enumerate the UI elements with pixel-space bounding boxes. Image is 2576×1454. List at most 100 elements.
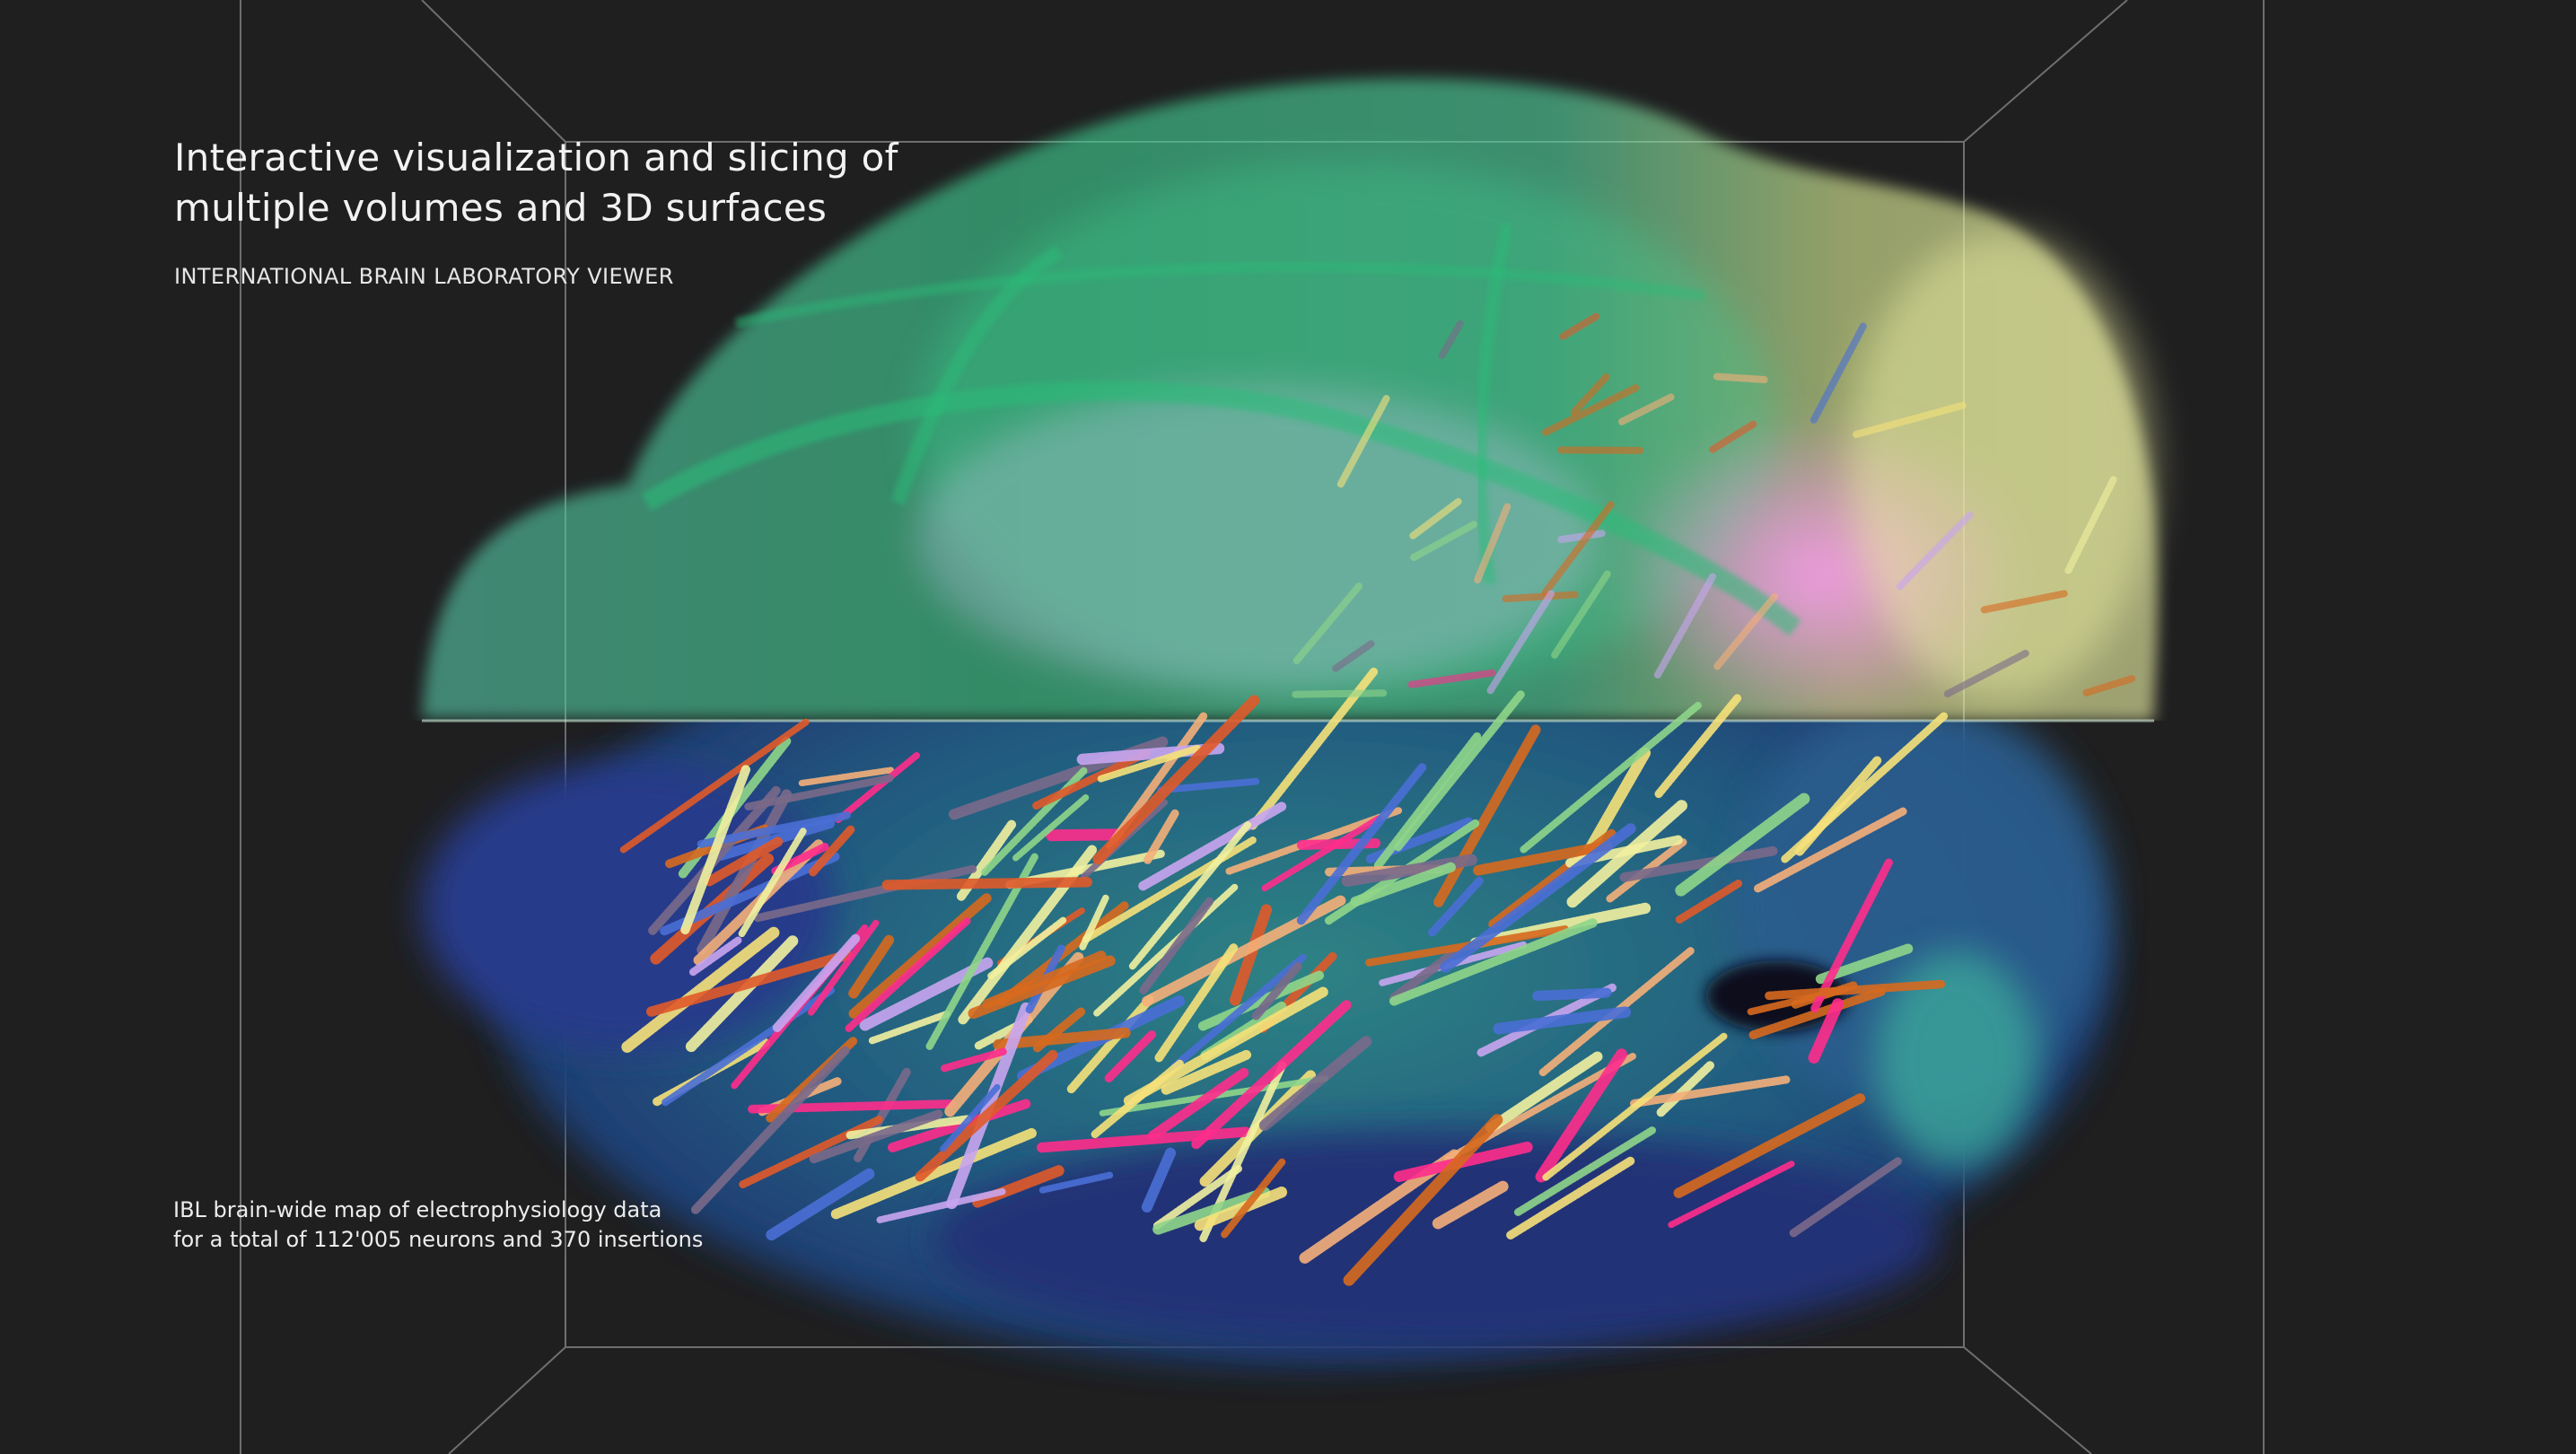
upper-brain-volume <box>422 78 2159 721</box>
probe-track <box>1373 731 1482 870</box>
probe-track <box>1675 879 1743 924</box>
probe-track <box>662 985 837 1107</box>
probe-track <box>766 1167 876 1241</box>
probe-track <box>1808 998 1844 1064</box>
probe-track <box>968 954 1117 1020</box>
probe-track <box>1394 689 1526 852</box>
probe-track <box>1570 372 1610 416</box>
probe-track <box>1161 1049 1252 1095</box>
probe-track <box>1123 985 1330 1107</box>
probe-track <box>1221 1157 1287 1239</box>
probe-track <box>1673 1092 1867 1198</box>
probe-track <box>1296 763 1427 925</box>
probe-track <box>1389 944 1464 1003</box>
probe-track <box>1154 943 1239 1063</box>
probe-track <box>915 1049 1058 1182</box>
probe-track <box>876 1187 1006 1223</box>
probe-track <box>1170 953 1308 1071</box>
probe-track <box>848 934 895 999</box>
probe-track <box>744 774 894 811</box>
probe-track <box>697 811 851 848</box>
probe-track <box>1410 521 1477 562</box>
probe-track <box>1092 694 1261 865</box>
probe-track <box>1258 1036 1372 1131</box>
probe-track <box>619 718 810 854</box>
probe-track <box>1853 401 1968 438</box>
probe-track <box>697 789 793 955</box>
probe-track <box>1542 384 1640 436</box>
probe-track <box>808 918 881 1016</box>
probe-track <box>809 1109 943 1164</box>
probe-track <box>881 877 1093 890</box>
caption-line-1: IBL brain-wide map of electrophysiology … <box>173 1197 662 1222</box>
probe-track <box>1148 1067 1249 1141</box>
probe-track <box>940 1083 1001 1152</box>
probe-track <box>1713 372 1770 384</box>
probe-track <box>1433 724 1541 907</box>
probe-track <box>925 853 1038 1050</box>
probe-track <box>753 864 977 923</box>
probe-track <box>1261 815 1382 892</box>
probe-track <box>1580 747 1652 862</box>
probe-track <box>2064 474 2118 574</box>
probe-track <box>1128 820 1252 970</box>
probe-track <box>1079 894 1109 950</box>
probe-track <box>1668 1161 1795 1229</box>
probe-track <box>1485 1051 1603 1134</box>
probe-track <box>1032 749 1152 810</box>
probe-track <box>835 750 922 824</box>
probe-track <box>1653 573 1716 679</box>
probe-track <box>1336 394 1390 488</box>
probe-track <box>691 1046 851 1214</box>
title-line-1: Interactive visualization and slicing of <box>174 136 898 180</box>
probe-track <box>1980 590 2068 614</box>
probe-track <box>1012 793 1091 862</box>
probe-track <box>1709 419 1758 453</box>
probe-track <box>845 915 972 1032</box>
probe-track <box>1502 591 1579 603</box>
probe-track <box>1789 1157 1902 1238</box>
probe-track <box>1229 904 1273 1006</box>
probe-track <box>1104 1029 1157 1082</box>
caption-block: IBL brain-wide map of electrophysiology … <box>173 1196 703 1255</box>
probe-track <box>1191 1000 1352 1150</box>
probe-track <box>1675 793 1810 897</box>
probe-track <box>1066 994 1154 1094</box>
probe-track <box>1046 828 1123 842</box>
probe-track <box>1157 777 1260 794</box>
probe-track <box>1943 649 2030 698</box>
probe-track <box>1438 320 1464 359</box>
probe-track <box>1032 1007 1086 1053</box>
probe-track <box>1629 1075 1791 1108</box>
probe-track <box>1343 1112 1504 1286</box>
probe-track <box>1249 667 1379 830</box>
probe-track <box>1152 1187 1271 1235</box>
probe-track <box>1493 1006 1632 1035</box>
probe-track <box>739 1115 885 1188</box>
probe-track <box>1440 822 1637 973</box>
probe-track <box>1532 987 1612 1002</box>
probe-track <box>1139 896 1214 994</box>
probe-track <box>1559 312 1600 340</box>
probe-track <box>1251 961 1302 1020</box>
probe-track <box>1350 862 1458 907</box>
probe-track <box>685 934 800 1053</box>
probe-track <box>1292 582 1363 665</box>
probe-track <box>1754 807 1908 893</box>
probe-track <box>1541 500 1616 597</box>
probe-track <box>1506 1156 1635 1239</box>
probe-track <box>704 836 784 887</box>
probe-track <box>798 766 895 787</box>
probe-track <box>1656 1061 1714 1117</box>
subtitle: INTERNATIONAL BRAIN LABORATORY VIEWER <box>174 264 674 289</box>
probe-track <box>2082 675 2136 696</box>
probe-track <box>646 950 853 1017</box>
probe-track <box>1486 590 1555 695</box>
probe-track <box>1535 1047 1628 1183</box>
probe-track <box>848 893 992 1019</box>
probe-track <box>1097 744 1201 783</box>
probe-track <box>1152 1164 1242 1230</box>
probe-track <box>941 1047 1008 1073</box>
probe-track <box>1781 711 1949 863</box>
